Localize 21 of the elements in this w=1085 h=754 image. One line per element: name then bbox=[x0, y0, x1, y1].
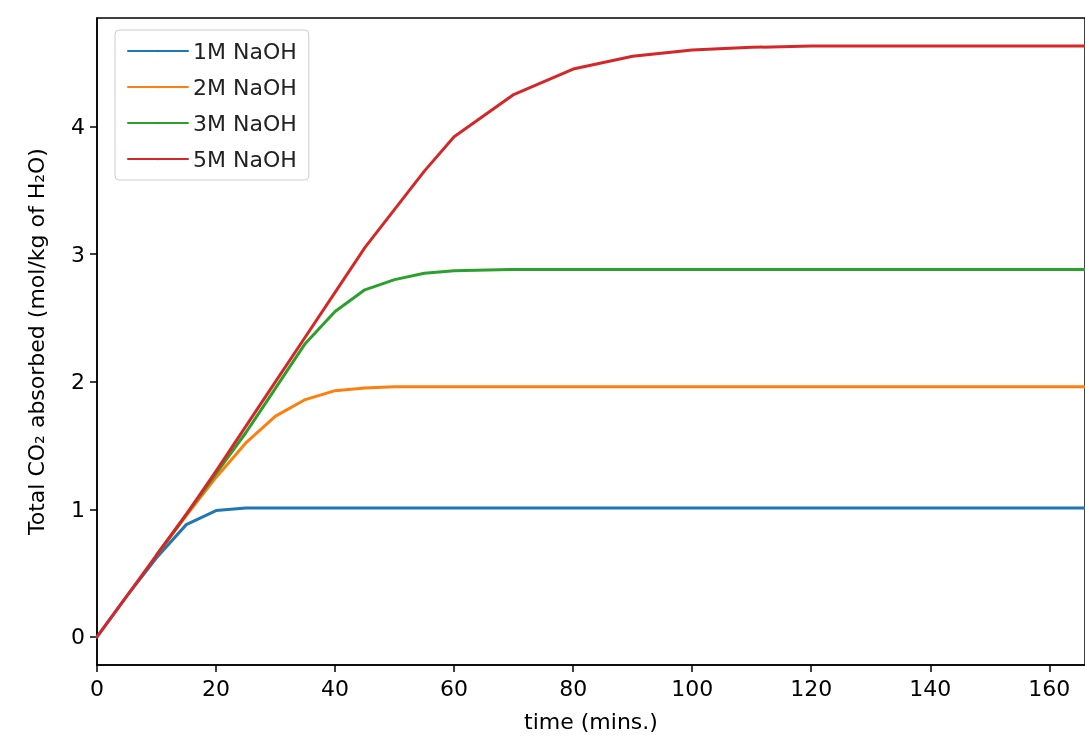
legend-label: 3M NaOH bbox=[193, 110, 297, 136]
x-tick-label: 0 bbox=[90, 675, 104, 701]
legend-label: 5M NaOH bbox=[193, 146, 297, 172]
x-tick-label: 60 bbox=[440, 675, 469, 701]
y-tick-label: 2 bbox=[71, 369, 85, 395]
legend-label: 1M NaOH bbox=[193, 38, 297, 64]
x-tick-label: 80 bbox=[559, 675, 588, 701]
x-tick-label: 140 bbox=[909, 675, 952, 701]
x-tick-label: 20 bbox=[202, 675, 231, 701]
y-axis-title: Total CO₂ absorbed (mol/kg of H₂O) bbox=[23, 148, 49, 536]
x-tick-label: 120 bbox=[790, 675, 833, 701]
x-tick-label: 160 bbox=[1028, 675, 1071, 701]
legend-label: 2M NaOH bbox=[193, 74, 297, 100]
y-tick-label: 1 bbox=[71, 496, 85, 522]
y-tick-label: 3 bbox=[71, 241, 85, 267]
y-tick-label: 4 bbox=[71, 113, 85, 139]
x-tick-label: 100 bbox=[671, 675, 714, 701]
y-tick-label: 0 bbox=[71, 624, 85, 650]
x-axis-title: time (mins.) bbox=[524, 708, 658, 734]
line-series bbox=[95, 44, 1085, 639]
x-tick-label: 40 bbox=[321, 675, 350, 701]
